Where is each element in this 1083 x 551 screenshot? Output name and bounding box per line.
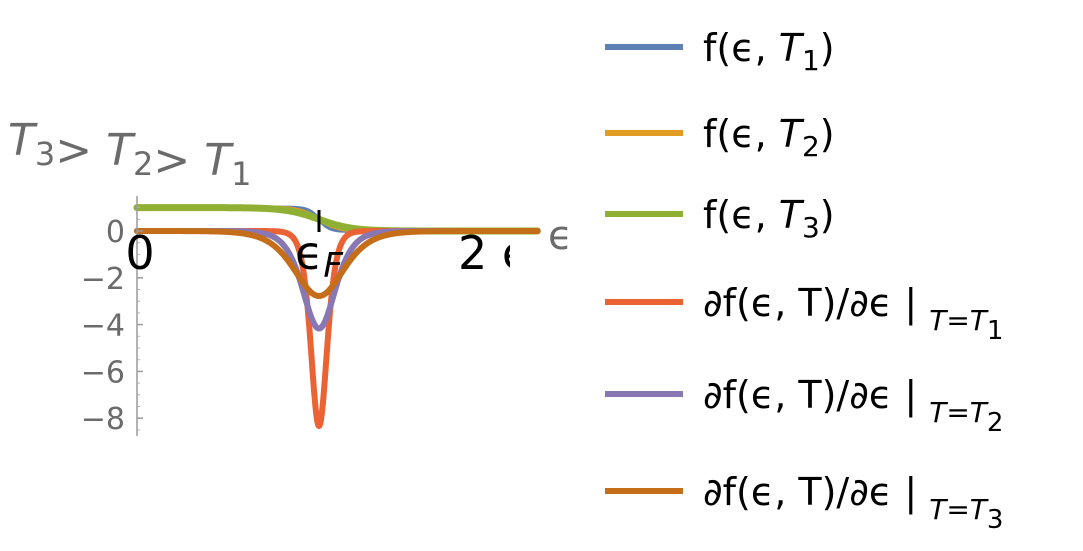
legend-label-6: ∂f(ϵ, T)/∂ϵ | T=T3 — [703, 470, 1003, 535]
legend-label-4: ∂f(ϵ, T)/∂ϵ | T=T1 — [703, 281, 1003, 346]
legend: f(ϵ, T1) f(ϵ, T2) f(ϵ, T3) ∂f(ϵ, T)/∂ϵ | T=… — [605, 26, 1003, 535]
y-tick-label: −8 — [81, 402, 125, 437]
x-axis-label: ϵ — [548, 213, 573, 259]
y-tick-label: −4 — [81, 309, 125, 344]
x-tick-label-eF: ϵF — [295, 226, 343, 286]
y-tick-label: −2 — [81, 262, 125, 297]
x-tick-label-2eF: 2 ϵ — [458, 226, 530, 280]
legend-label-5: ∂f(ϵ, T)/∂ϵ | T=T2 — [703, 373, 1003, 438]
title-text: T3> T2> T1 — [8, 115, 251, 193]
legend-label-1: f(ϵ, T1) — [703, 26, 835, 77]
y-tick-label: −6 — [81, 355, 125, 390]
legend-label-3: f(ϵ, T3) — [703, 193, 835, 244]
legend-label-2: f(ϵ, T2) — [703, 112, 835, 163]
y-tick-label: 0 — [106, 215, 125, 250]
x-tick-label-0: 0 — [125, 226, 154, 280]
plot-area — [133, 204, 541, 429]
series-line-6 — [134, 228, 541, 299]
chart-title: T3> T2> T1 — [8, 115, 251, 193]
